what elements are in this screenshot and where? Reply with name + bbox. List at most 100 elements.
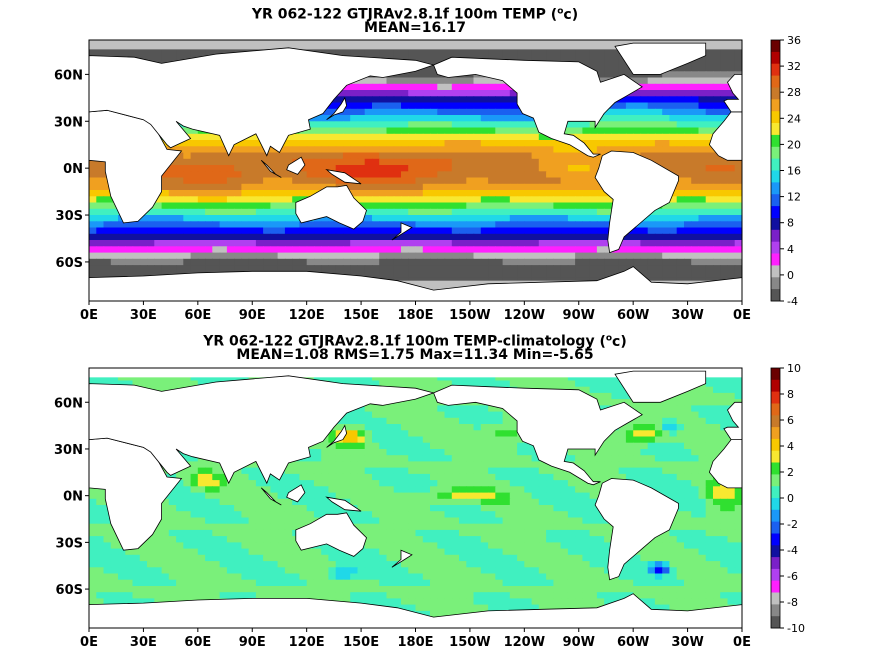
panel2-land-10: [433, 384, 643, 486]
panel1-units: (oc): [550, 6, 579, 23]
panel1-colorbar-swatch: [771, 146, 780, 160]
panel1-xtick-label: 120E: [289, 308, 325, 323]
panel2-colorbar-swatch: [771, 545, 780, 558]
panel2-colorbar-label: 8: [787, 388, 794, 401]
panel2-colorbar-label: 4: [787, 440, 794, 453]
panel1-colorbar-swatch: [771, 170, 780, 183]
panel2-land-9: [391, 549, 413, 568]
panel1-ytick-label: 0N: [63, 162, 83, 177]
panel1-colorbar-label: 8: [787, 217, 794, 230]
panel1-colorbar-swatch: [771, 277, 780, 290]
panel1-colorbar-swatch: [771, 134, 780, 148]
panel2-colorbar-label: -4: [787, 544, 798, 557]
panel1-xtick-label: 0E: [80, 308, 98, 323]
panel1-land-2: [89, 47, 435, 157]
panel2-xtick-label: 120W: [504, 635, 545, 650]
panel2-colorbar-swatch: [771, 438, 780, 452]
panel1-xtick-label: 120W: [504, 308, 545, 323]
panel2-ytick-label: 60S: [56, 583, 83, 598]
panel2-colorbar-swatch: [771, 592, 780, 605]
panel1-colorbar-swatch: [771, 206, 780, 219]
panel1-title: YR 062-122 GTJRAv2.8.1f 100m TEMP (oc): [0, 3, 830, 24]
panel2-colorbar-label: 0: [787, 492, 794, 505]
panel2-land-4: [260, 487, 282, 506]
panel1-colorbar-swatch: [771, 123, 780, 136]
panel2-colorbar-swatch: [771, 509, 780, 522]
panel1-colorbar: 36 32 28 24 20 16 12 8 4 0 -4: [770, 34, 801, 308]
panel1-ytick-label: 60S: [56, 256, 83, 271]
panel2-ytick-label: 30S: [56, 536, 83, 551]
panel1-colorbar-swatch: [771, 241, 780, 254]
panel2-colorbar-swatch: [771, 521, 780, 534]
panel2-colorbar-swatch: [771, 616, 780, 629]
panel2-colorbar-swatch: [771, 368, 780, 381]
panel1-land-1: [708, 111, 742, 161]
panel1-xtick-label: 0E: [733, 308, 751, 323]
panel1-colorbar-label: 32: [787, 60, 801, 73]
panel2-colorbar-swatch: [771, 568, 780, 582]
panel2-colorbar-label: -10: [787, 622, 805, 635]
panel2-land-11: [594, 478, 679, 581]
panel2-colorbar-swatch: [771, 379, 780, 392]
panel2-xtick-label: 150W: [449, 635, 490, 650]
panel2-xtick-label: 30W: [671, 635, 703, 650]
panel2-colorbar-swatch: [771, 486, 780, 499]
panel1-colorbar-label: 16: [787, 165, 801, 178]
panel1-colorbar-label: 12: [787, 191, 801, 204]
panel2-subtitle: MEAN=1.08 RMS=1.75 Max=11.34 Min=-5.65: [236, 347, 594, 363]
panel1-colorbar-swatch: [771, 158, 780, 171]
panel1-colorbar-swatch: [771, 75, 780, 88]
panel1-ytick-label: 60N: [54, 68, 83, 83]
panel2-colorbar-swatch: [771, 498, 780, 511]
panel2-colorbar-swatch: [771, 557, 780, 570]
panel1-xtick-label: 90E: [239, 308, 266, 323]
panel1-ytick-label: 30S: [56, 209, 83, 224]
panel2-land-8: [326, 424, 348, 448]
panel2-title-text: YR 062-122 GTJRAv2.8.1f 100m TEMP-climat…: [203, 333, 595, 350]
panel2-ytick-label: 60N: [54, 396, 83, 411]
panel2-colorbar-swatch: [771, 580, 780, 593]
panel2-xtick-label: 60W: [617, 635, 649, 650]
panel1-colorbar-swatch: [771, 63, 780, 76]
panel1-colorbar-swatch: [771, 194, 780, 207]
panel2-colorbar-swatch: [771, 533, 780, 546]
panel1-colorbar-label: -4: [787, 295, 798, 308]
panel2-units-text: c: [612, 333, 621, 350]
panel1-colorbar-label: 24: [787, 112, 801, 125]
panel1-land-5: [286, 156, 306, 175]
panel1-colorbar-label: 4: [787, 243, 794, 256]
panel1-colorbar-swatch: [771, 218, 780, 231]
panel2-arctic-mask: [89, 368, 742, 378]
panel1-land-12: [614, 42, 707, 75]
panel2-land-5: [286, 484, 306, 503]
panel1-xtick-label: 30W: [671, 308, 703, 323]
panel2-colorbar: 10 8 6 4 2 0 -2 -4 -6 -8 -10: [770, 362, 805, 635]
panel2-colorbar-swatch: [771, 415, 780, 428]
panel1-colorbar-swatch: [771, 182, 780, 195]
panel2-xtick-label: 60E: [184, 635, 211, 650]
panel1-antarctica: [89, 266, 742, 301]
panel1-land-8: [326, 96, 348, 121]
panel2-colorbar-swatch: [771, 403, 780, 416]
panel2-colorbar-label: -6: [787, 570, 798, 583]
panel1-ytick-label: 30N: [54, 115, 83, 130]
panel2-xtick-label: 150E: [343, 635, 379, 650]
panel2-xtick-label: 90W: [563, 635, 595, 650]
panel2-colorbar-swatch: [771, 604, 780, 617]
panel1-land-4: [260, 159, 282, 178]
panel2-colorbar-swatch: [771, 450, 780, 463]
panel2-xtick-label: 180E: [397, 635, 433, 650]
panel1-title-text: YR 062-122 GTJRAv2.8.1f 100m TEMP: [251, 6, 546, 23]
panel2-land-7: [295, 512, 367, 557]
panel2-colorbar-label: -2: [787, 518, 798, 531]
panel1-land-11: [594, 150, 679, 254]
panel1-colorbar-swatch: [771, 87, 780, 100]
panel1-colorbar-swatch: [771, 229, 780, 243]
panel1-land-9: [391, 222, 413, 241]
panel1-land-10: [433, 56, 643, 158]
panel1-colorbar-swatch: [771, 99, 780, 112]
panel1-xtick-label: 30E: [130, 308, 157, 323]
panel2-colorbar-label: 2: [787, 466, 794, 479]
panel1-colorbar-label: 0: [787, 269, 794, 282]
panel2-antarctica: [89, 593, 742, 628]
